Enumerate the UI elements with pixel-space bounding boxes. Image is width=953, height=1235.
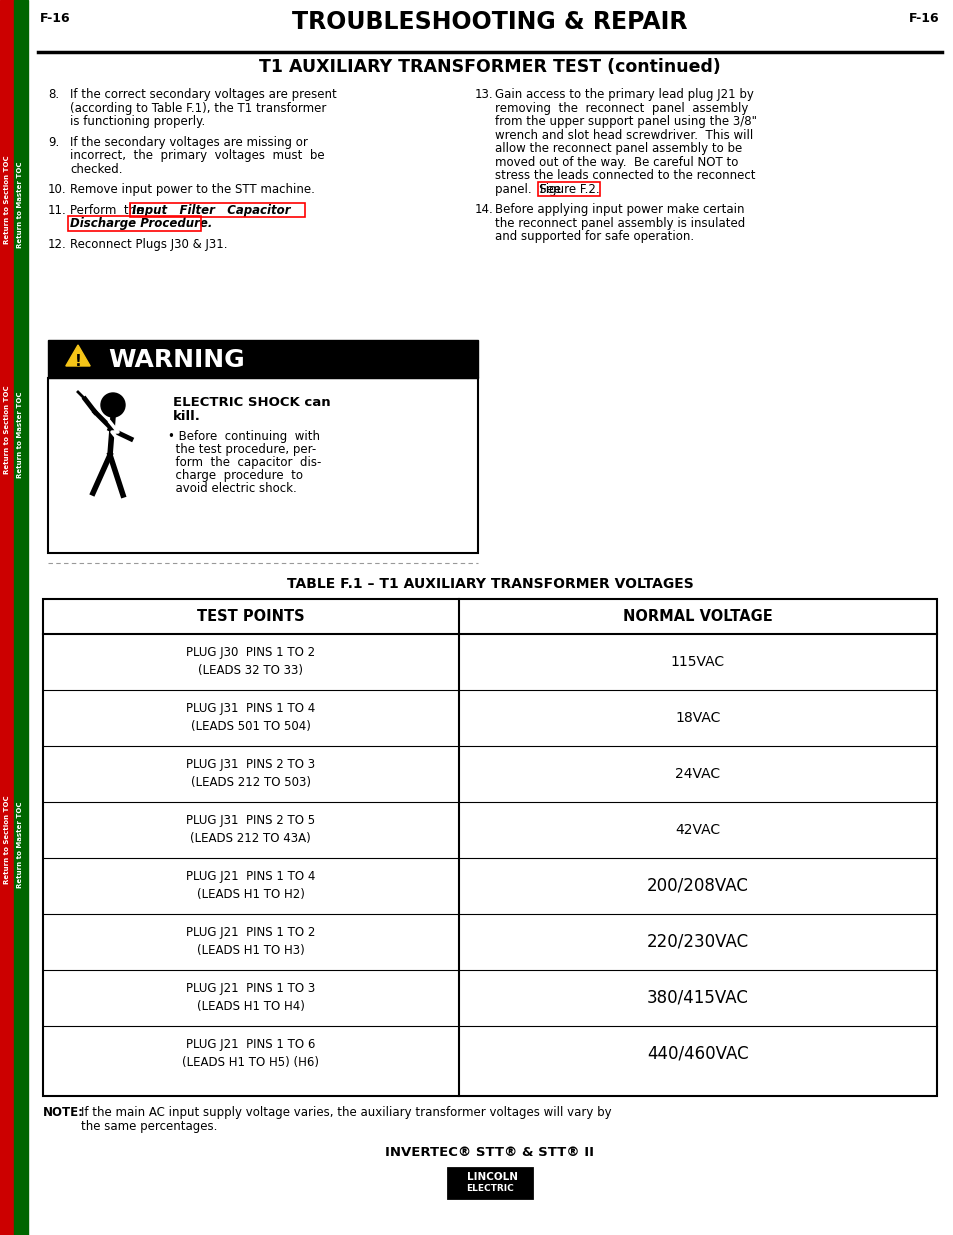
Text: 10.: 10. [48,183,67,196]
Text: Return to Section TOC: Return to Section TOC [4,156,10,245]
Text: kill.: kill. [172,410,201,424]
Text: the reconnect panel assembly is insulated: the reconnect panel assembly is insulate… [495,216,744,230]
Text: Remove input power to the STT machine.: Remove input power to the STT machine. [70,183,314,196]
Text: Input   Filter   Capacitor: Input Filter Capacitor [132,204,291,216]
Text: TEST POINTS: TEST POINTS [197,609,304,624]
Text: PLUG J21  PINS 1 TO 4: PLUG J21 PINS 1 TO 4 [186,871,315,883]
Text: 115VAC: 115VAC [670,655,724,669]
Text: 24VAC: 24VAC [675,767,720,781]
Text: NORMAL VOLTAGE: NORMAL VOLTAGE [622,609,772,624]
Text: PLUG J31  PINS 2 TO 3: PLUG J31 PINS 2 TO 3 [186,758,315,772]
Text: moved out of the way.  Be careful NOT to: moved out of the way. Be careful NOT to [495,156,738,168]
Text: Figure F.2.: Figure F.2. [539,183,599,195]
Text: (LEADS H1 TO H2): (LEADS H1 TO H2) [196,888,304,902]
Text: Perform  the: Perform the [70,204,147,216]
Text: !: ! [74,353,81,368]
Text: is functioning properly.: is functioning properly. [70,115,205,128]
Text: • Before  continuing  with: • Before continuing with [168,430,319,443]
Text: TROUBLESHOOTING & REPAIR: TROUBLESHOOTING & REPAIR [292,10,687,35]
Text: TABLE F.1 – T1 AUXILIARY TRANSFORMER VOLTAGES: TABLE F.1 – T1 AUXILIARY TRANSFORMER VOL… [286,577,693,592]
Text: Reconnect Plugs J30 & J31.: Reconnect Plugs J30 & J31. [70,237,227,251]
Text: (LEADS H1 TO H5) (H6): (LEADS H1 TO H5) (H6) [182,1056,319,1070]
Text: PLUG J30  PINS 1 TO 2: PLUG J30 PINS 1 TO 2 [186,646,315,659]
Text: 11.: 11. [48,204,67,216]
Text: 200/208VAC: 200/208VAC [646,877,748,895]
Text: If the correct secondary voltages are present: If the correct secondary voltages are pr… [70,88,336,101]
Text: Return to Master TOC: Return to Master TOC [17,391,23,478]
Text: PLUG J31  PINS 1 TO 4: PLUG J31 PINS 1 TO 4 [186,703,315,715]
Text: removing  the  reconnect  panel  assembly: removing the reconnect panel assembly [495,101,747,115]
Text: 12.: 12. [48,237,67,251]
Bar [48,378,477,553]
Text: (LEADS H1 TO H4): (LEADS H1 TO H4) [196,1000,304,1014]
Text: •: • [497,1172,503,1182]
Text: (LEADS 212 TO 43A): (LEADS 212 TO 43A) [191,832,311,846]
Text: F-16: F-16 [908,12,939,25]
Text: WARNING: WARNING [108,348,245,372]
Text: charge  procedure  to: charge procedure to [168,469,303,482]
Text: (according to Table F.1), the T1 transformer: (according to Table F.1), the T1 transfo… [70,101,326,115]
Text: (LEADS H1 TO H3): (LEADS H1 TO H3) [196,945,304,957]
Text: PLUG J21  PINS 1 TO 6: PLUG J21 PINS 1 TO 6 [186,1039,315,1051]
Text: 440/460VAC: 440/460VAC [646,1045,748,1063]
Text: PLUG J21  PINS 1 TO 2: PLUG J21 PINS 1 TO 2 [186,926,315,940]
Text: Before applying input power make certain: Before applying input power make certain [495,203,743,216]
Text: ELECTRIC: ELECTRIC [466,1184,514,1193]
Text: LINCOLN: LINCOLN [467,1172,518,1182]
Text: T1 AUXILIARY TRANSFORMER TEST (continued): T1 AUXILIARY TRANSFORMER TEST (continued… [259,58,720,77]
Text: the test procedure, per-: the test procedure, per- [168,443,315,456]
Text: Return to Master TOC: Return to Master TOC [17,162,23,248]
Text: Return to Master TOC: Return to Master TOC [17,802,23,888]
Bar [43,599,936,1095]
Text: panel.  See: panel. See [495,183,564,195]
Text: 380/415VAC: 380/415VAC [646,989,748,1007]
Text: 14.: 14. [475,203,494,216]
Text: checked.: checked. [70,163,122,175]
Text: wrench and slot head screwdriver.  This will: wrench and slot head screwdriver. This w… [495,128,753,142]
Text: PLUG J21  PINS 1 TO 3: PLUG J21 PINS 1 TO 3 [186,983,315,995]
FancyBboxPatch shape [448,1168,532,1198]
Text: If the secondary voltages are missing or: If the secondary voltages are missing or [70,136,308,148]
Text: 220/230VAC: 220/230VAC [646,932,748,951]
Text: 42VAC: 42VAC [675,823,720,837]
Bar [48,340,477,378]
Polygon shape [66,345,91,366]
Bar [14,0,28,1235]
Text: Gain access to the primary lead plug J21 by: Gain access to the primary lead plug J21… [495,88,753,101]
Text: (LEADS 32 TO 33): (LEADS 32 TO 33) [198,664,303,678]
Text: incorrect,  the  primary  voltages  must  be: incorrect, the primary voltages must be [70,149,324,162]
Text: INVERTEC® STT® & STT® II: INVERTEC® STT® & STT® II [385,1146,594,1158]
Text: 9.: 9. [48,136,59,148]
Text: (LEADS 501 TO 504): (LEADS 501 TO 504) [191,720,311,734]
Text: Return to Section TOC: Return to Section TOC [4,795,10,884]
Text: ELECTRIC SHOCK can: ELECTRIC SHOCK can [172,396,331,409]
Circle shape [101,393,125,417]
Text: from the upper support panel using the 3/8": from the upper support panel using the 3… [495,115,757,128]
Text: 13.: 13. [475,88,493,101]
Text: allow the reconnect panel assembly to be: allow the reconnect panel assembly to be [495,142,741,156]
Text: Discharge Procedure.: Discharge Procedure. [70,217,213,230]
Text: PLUG J31  PINS 2 TO 5: PLUG J31 PINS 2 TO 5 [186,815,315,827]
Text: avoid electric shock.: avoid electric shock. [168,482,296,495]
Text: Return to Section TOC: Return to Section TOC [4,385,10,474]
Text: If the main AC input supply voltage varies, the auxiliary transformer voltages w: If the main AC input supply voltage vari… [81,1107,611,1119]
Text: stress the leads connected to the reconnect: stress the leads connected to the reconn… [495,169,755,182]
Text: 8.: 8. [48,88,59,101]
Text: F-16: F-16 [40,12,71,25]
Text: (LEADS 212 TO 503): (LEADS 212 TO 503) [191,777,311,789]
Bar [0,0,14,1235]
Text: 18VAC: 18VAC [675,711,720,725]
Text: and supported for safe operation.: and supported for safe operation. [495,230,694,243]
Text: the same percentages.: the same percentages. [81,1120,217,1132]
Text: NOTE:: NOTE: [43,1107,84,1119]
Text: form  the  capacitor  dis-: form the capacitor dis- [168,456,321,469]
